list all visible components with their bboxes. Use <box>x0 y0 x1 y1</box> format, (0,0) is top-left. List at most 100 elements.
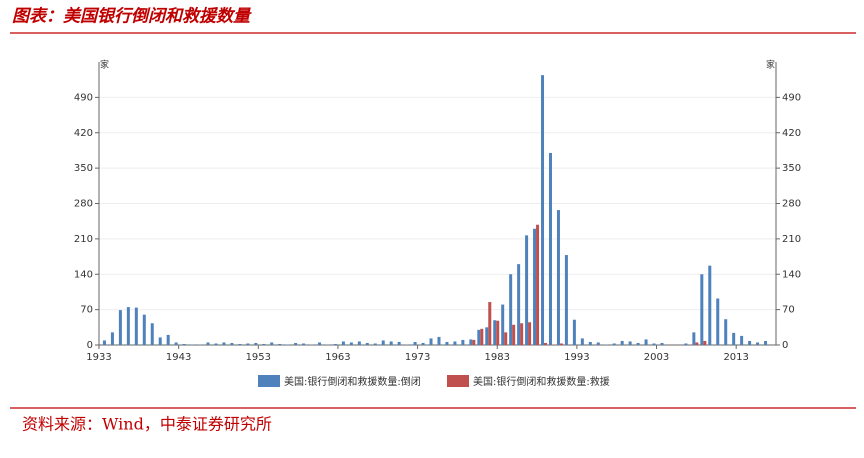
bar <box>158 337 162 345</box>
bar <box>381 340 385 345</box>
bar <box>310 344 314 345</box>
bar <box>748 340 752 345</box>
bar <box>496 320 500 345</box>
x-tick-label: 1983 <box>485 352 510 363</box>
bar <box>548 152 552 345</box>
y2-tick-label: 420 <box>782 128 801 139</box>
y2-tick-label: 140 <box>782 269 801 280</box>
bar <box>357 341 361 345</box>
bar <box>512 324 516 345</box>
bar <box>102 340 106 345</box>
y-tick-label: 420 <box>74 128 93 139</box>
bar <box>118 310 122 345</box>
bar <box>572 319 576 345</box>
y-tick-label: 210 <box>74 234 93 245</box>
bar <box>142 314 146 345</box>
bar <box>493 320 497 345</box>
bar <box>294 342 298 345</box>
bar <box>480 328 484 345</box>
bar <box>349 342 353 345</box>
bar <box>544 342 548 345</box>
bar <box>413 341 417 345</box>
bar <box>453 341 457 345</box>
x-tick-label: 2003 <box>644 352 669 363</box>
bar <box>604 344 608 345</box>
bar <box>214 343 218 345</box>
bar <box>278 343 282 345</box>
x-tick-label: 1953 <box>246 352 271 363</box>
bar <box>325 344 329 345</box>
bar <box>596 342 600 345</box>
x-tick-label: 1933 <box>86 352 111 363</box>
bar <box>588 341 592 345</box>
bar <box>541 75 545 345</box>
y2-tick-label: 490 <box>782 92 801 103</box>
bar <box>559 343 563 345</box>
bar <box>190 344 194 345</box>
bar <box>644 339 648 345</box>
bar <box>397 341 401 345</box>
bar <box>445 341 449 345</box>
bar <box>536 224 540 345</box>
legend-label: 美国:银行倒闭和救援数量:倒闭 <box>284 375 421 388</box>
bar <box>700 274 704 345</box>
bar <box>660 342 664 345</box>
bar <box>695 342 699 345</box>
x-tick-label: 1943 <box>166 352 191 363</box>
bar <box>461 339 465 345</box>
bar <box>732 332 736 345</box>
bar <box>692 332 696 345</box>
bar <box>182 343 186 345</box>
bar <box>222 342 226 345</box>
bar <box>477 329 481 345</box>
legend-swatch <box>447 375 469 387</box>
legend-swatch <box>258 375 280 387</box>
bar <box>429 338 433 345</box>
bar <box>528 322 532 345</box>
x-tick-label: 1993 <box>564 352 589 363</box>
bar <box>206 342 210 345</box>
bar <box>198 344 202 345</box>
y2-tick-label: 70 <box>782 305 795 316</box>
y2-tick-label: 0 <box>782 340 788 351</box>
bar <box>756 342 760 345</box>
bar <box>286 344 290 345</box>
y-tick-label: 280 <box>74 199 93 210</box>
bar <box>150 323 154 345</box>
bar <box>472 339 476 345</box>
y2-tick-label: 210 <box>782 234 801 245</box>
bar <box>551 344 555 345</box>
bar <box>230 342 234 345</box>
bar <box>703 340 707 345</box>
bar <box>126 307 130 345</box>
bar <box>246 343 250 345</box>
bar <box>517 264 521 345</box>
bar <box>509 274 513 345</box>
bar <box>262 343 266 345</box>
y-tick-label: 350 <box>74 163 93 174</box>
x-tick-label: 2013 <box>723 352 748 363</box>
bar <box>504 332 508 345</box>
bar <box>525 235 529 345</box>
bar <box>341 341 345 345</box>
bar <box>110 332 114 345</box>
y-tick-label: 490 <box>74 92 93 103</box>
bar <box>708 265 712 345</box>
bar <box>134 307 138 345</box>
bar <box>636 342 640 345</box>
bar <box>564 255 568 345</box>
bar <box>764 340 768 345</box>
bar <box>238 343 242 345</box>
y-tick-label: 0 <box>87 340 93 351</box>
x-tick-label: 1973 <box>405 352 430 363</box>
bar <box>580 338 584 345</box>
bar <box>556 210 560 345</box>
bar <box>270 342 274 345</box>
bar <box>421 342 425 345</box>
bar <box>254 342 258 345</box>
y2-tick-label: 350 <box>782 163 801 174</box>
bar <box>628 341 632 345</box>
bar <box>302 343 306 345</box>
bar <box>612 343 616 345</box>
